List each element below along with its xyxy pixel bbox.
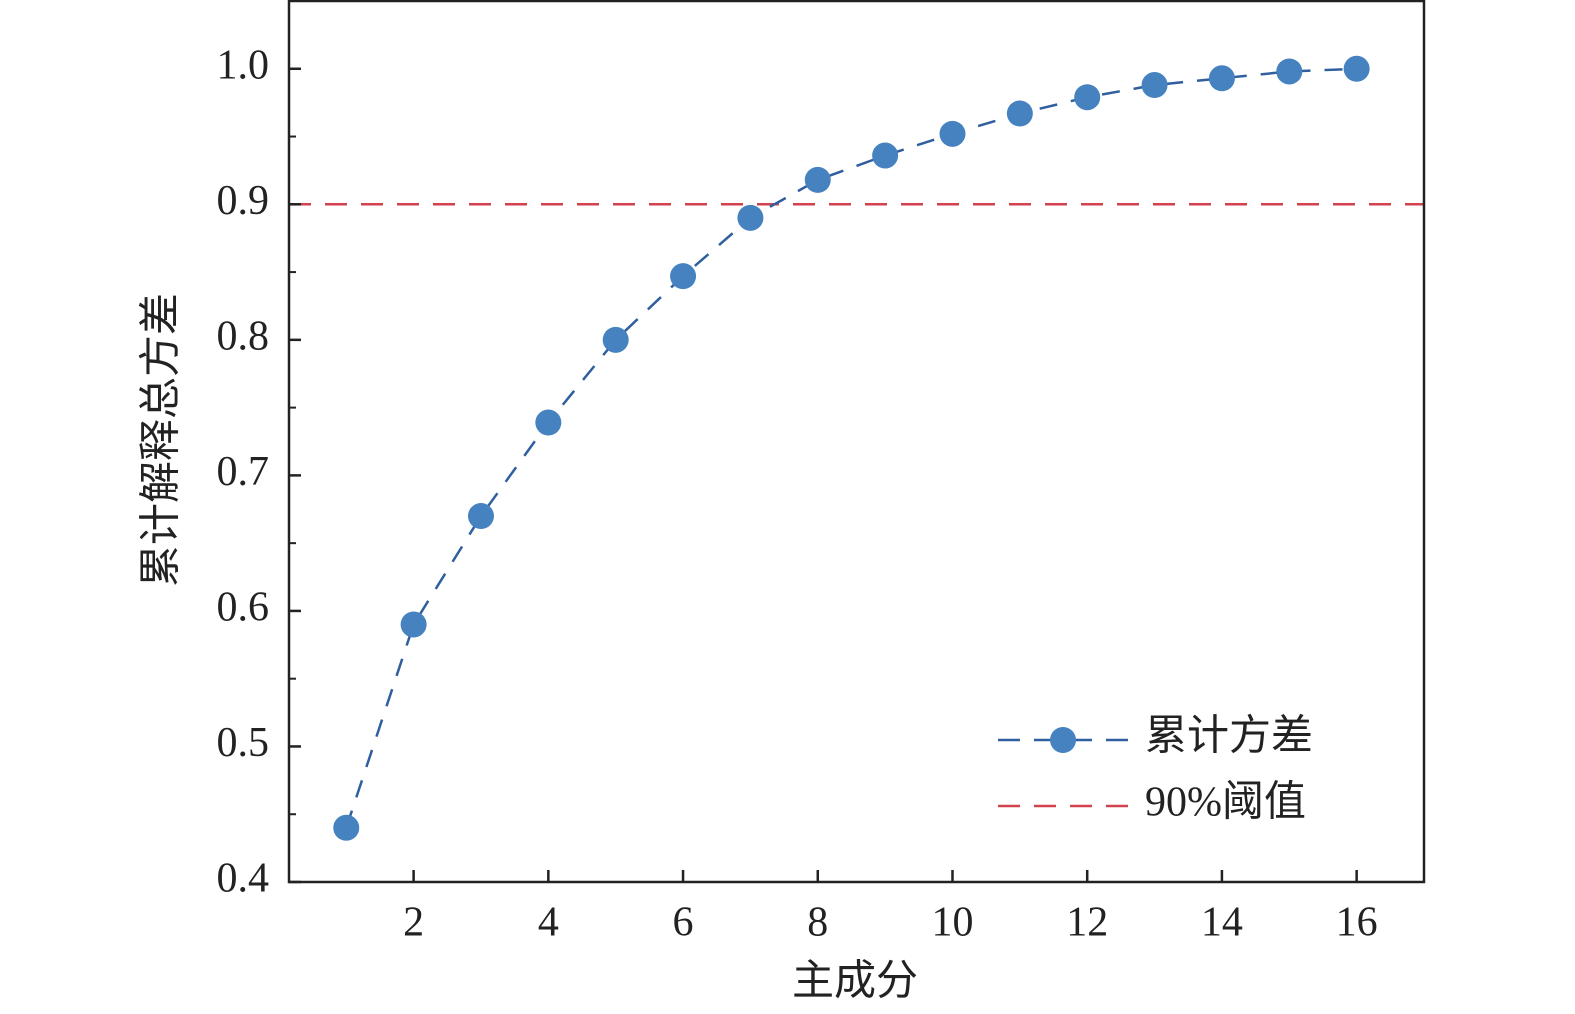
series-line <box>345 67 1357 829</box>
data-point <box>1276 58 1303 85</box>
y-tick-label: 0.7 <box>217 449 270 495</box>
x-tick-label: 12 <box>1066 900 1108 946</box>
y-tick-label: 0.9 <box>217 178 270 224</box>
plot-frame <box>287 0 1426 884</box>
y-tick-label: 0.6 <box>217 585 270 631</box>
data-point <box>467 503 494 530</box>
data-point <box>939 120 966 147</box>
data-point <box>535 409 562 436</box>
legend-marker <box>1050 727 1076 753</box>
legend-label: 90%阈值 <box>1145 780 1306 826</box>
data-point <box>1006 100 1033 127</box>
y-tick-label: 0.5 <box>217 720 270 766</box>
x-tick-label: 2 <box>403 900 424 946</box>
data-point <box>804 166 831 193</box>
data-point <box>1343 55 1370 82</box>
x-tick-label: 8 <box>807 900 828 946</box>
data-point <box>1208 65 1235 92</box>
data-point <box>872 142 899 169</box>
data-point <box>670 263 697 290</box>
legend-label: 累计方差 <box>1145 714 1313 760</box>
data-point <box>400 611 427 638</box>
y-axis-label: 累计解释总方差 <box>139 293 185 587</box>
data-point <box>1074 84 1101 111</box>
data-point <box>737 204 764 231</box>
data-point <box>333 814 360 841</box>
x-tick-label: 10 <box>931 900 973 946</box>
data-point <box>602 326 629 353</box>
y-tick-label: 0.4 <box>217 856 270 902</box>
x-tick-label: 16 <box>1336 900 1378 946</box>
y-tick-label: 1.0 <box>217 42 270 88</box>
x-axis-label: 主成分 <box>792 959 918 1005</box>
data-point <box>1141 72 1168 99</box>
x-tick-label: 14 <box>1201 900 1243 946</box>
x-tick-label: 4 <box>538 900 559 946</box>
x-tick-label: 6 <box>673 900 694 946</box>
y-tick-label: 0.8 <box>217 313 270 359</box>
